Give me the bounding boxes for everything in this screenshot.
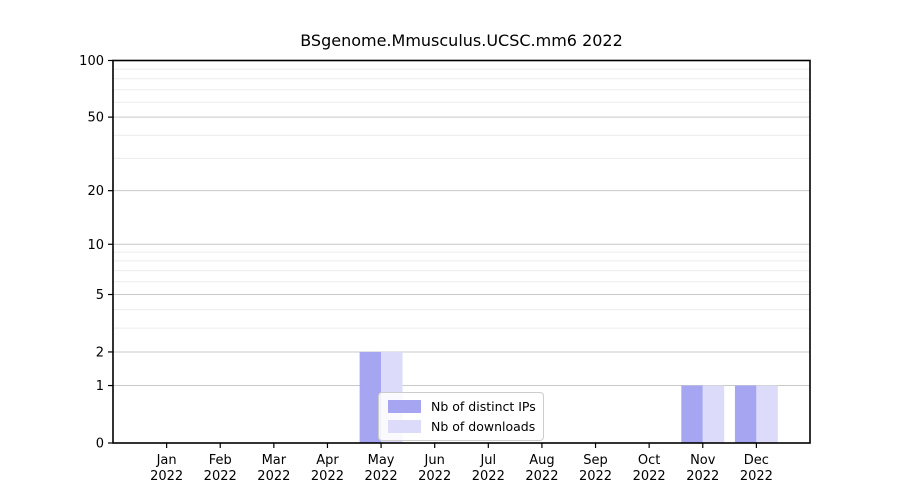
y-tick-label-2: 2 — [96, 345, 104, 360]
y-tick-label-50: 50 — [87, 111, 104, 126]
bar-nb-of-distinct-ips-nov-2022 — [681, 385, 703, 443]
x-tick-label-month-jan: Jan — [156, 453, 177, 468]
x-tick-label-year-jul: 2022 — [472, 469, 505, 484]
x-tick-label-month-jun: Jun — [424, 453, 445, 468]
legend-item-distinct-ips: Nb of distinct IPs — [388, 398, 536, 415]
bar-nb-of-distinct-ips-dec-2022 — [734, 385, 757, 443]
x-tick-label-month-nov: Nov — [690, 453, 716, 468]
x-tick-label-year-jun: 2022 — [418, 469, 451, 484]
bar-nb-of-downloads-dec-2022 — [756, 385, 778, 443]
y-tick-label-20: 20 — [87, 184, 104, 199]
x-tick-label-month-sep: Sep — [583, 453, 608, 468]
y-tick-label-5: 5 — [96, 288, 104, 303]
x-tick-label-month-jul: Jul — [479, 453, 496, 468]
bar-nb-of-distinct-ips-may-2022 — [359, 351, 382, 443]
x-tick-label-year-mar: 2022 — [257, 469, 290, 484]
y-tick-label-0: 0 — [96, 437, 104, 452]
x-tick-label-year-aug: 2022 — [525, 469, 558, 484]
x-tick-label-year-dec: 2022 — [740, 469, 773, 484]
y-tick-label-1: 1 — [96, 379, 104, 394]
x-tick-label-year-apr: 2022 — [311, 469, 344, 484]
bar-nb-of-downloads-nov-2022 — [702, 385, 725, 443]
plot-border — [112, 59, 811, 444]
x-tick-label-month-feb: Feb — [209, 453, 232, 468]
x-tick-label-month-mar: Mar — [262, 453, 287, 468]
legend-label-distinct-ips: Nb of distinct IPs — [431, 399, 536, 414]
x-tick-label-year-nov: 2022 — [686, 469, 719, 484]
legend-swatch-downloads — [388, 420, 421, 433]
y-tick-label-10: 10 — [87, 238, 104, 253]
x-tick-label-year-may: 2022 — [365, 469, 398, 484]
x-tick-label-month-dec: Dec — [744, 453, 769, 468]
x-tick-label-month-oct: Oct — [638, 453, 660, 468]
x-tick-label-month-apr: Apr — [316, 453, 339, 468]
y-tick-label-100: 100 — [79, 54, 104, 69]
x-tick-label-year-jan: 2022 — [150, 469, 183, 484]
x-tick-label-month-may: May — [368, 453, 395, 468]
x-tick-label-year-oct: 2022 — [633, 469, 666, 484]
chart-title: BSgenome.Mmusculus.UCSC.mm6 2022 — [300, 31, 623, 50]
legend: Nb of distinct IPs Nb of downloads — [378, 392, 544, 441]
legend-item-downloads: Nb of downloads — [388, 418, 536, 435]
x-tick-label-year-sep: 2022 — [579, 469, 612, 484]
x-tick-label-month-aug: Aug — [529, 453, 554, 468]
legend-label-downloads: Nb of downloads — [431, 419, 536, 434]
x-tick-label-year-feb: 2022 — [204, 469, 237, 484]
legend-swatch-distinct-ips — [388, 400, 421, 413]
